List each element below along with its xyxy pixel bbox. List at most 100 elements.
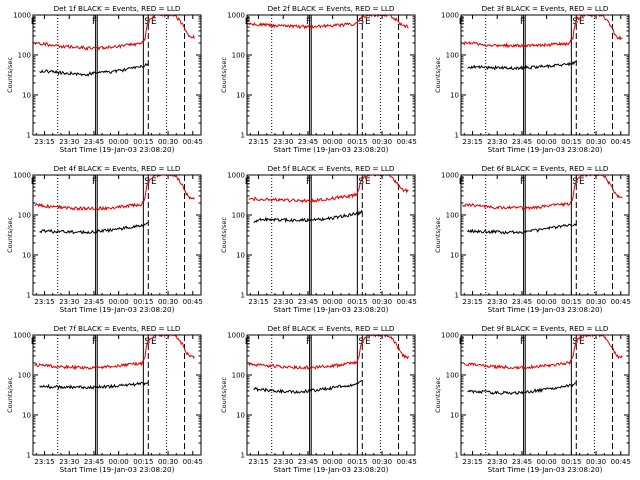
plot-frame — [460, 14, 630, 136]
plot-frame — [246, 334, 416, 456]
panel-title: Det 9f BLACK = Events, RED = LLD — [482, 324, 609, 333]
y-tick-label: 1 — [241, 132, 245, 140]
x-axis-label: Start Time (19-Jan-03 23:08:20) — [60, 305, 175, 314]
x-tick-label: 00:15 — [561, 298, 581, 306]
flag-label: E — [365, 177, 371, 187]
lld-series-line — [462, 335, 623, 371]
x-axis-label: Start Time (19-Jan-03 23:08:20) — [488, 305, 603, 314]
flag-label: S — [358, 17, 364, 27]
x-tick-label: 00:30 — [158, 298, 178, 306]
x-tick-label: 00:45 — [611, 298, 631, 306]
flag-label: S — [358, 177, 364, 187]
x-tick-label: 23:30 — [273, 138, 293, 146]
x-tick-label: 23:15 — [248, 138, 268, 146]
panel-title: Det 5f BLACK = Events, RED = LLD — [268, 164, 395, 173]
flag-label: F — [92, 17, 97, 27]
flag-label: S — [572, 177, 578, 187]
flag-label: F — [306, 337, 311, 347]
flag-label: F — [306, 17, 311, 27]
x-tick-label: 00:00 — [323, 298, 343, 306]
flag-label: E — [151, 177, 157, 187]
x-tick-label: 23:30 — [273, 458, 293, 466]
x-tick-label: 00:30 — [372, 298, 392, 306]
x-tick-label: 00:45 — [183, 138, 203, 146]
panel-title: Det 1f BLACK = Events, RED = LLD — [54, 4, 181, 13]
x-tick-label: 23:30 — [59, 458, 79, 466]
detector-panel: Det 5f BLACK = Events, RED = LLD Counts/s… — [220, 164, 417, 314]
x-tick-label: 23:45 — [512, 458, 532, 466]
events-series-line — [39, 381, 149, 390]
x-tick-label: 00:45 — [183, 458, 203, 466]
x-tick-label: 00:45 — [397, 458, 417, 466]
y-axis-label: Counts/sec — [6, 57, 14, 93]
plot-frame — [460, 334, 630, 456]
x-tick-label: 23:15 — [34, 298, 54, 306]
x-tick-label: 23:30 — [487, 138, 507, 146]
x-axis-label: Start Time (19-Jan-03 23:08:20) — [60, 465, 175, 474]
detector-panel: Det 1f BLACK = Events, RED = LLD Counts/s… — [6, 4, 203, 154]
y-tick-label: 10 — [450, 252, 459, 260]
lld-series-line — [34, 175, 195, 211]
y-tick-label: 10 — [450, 92, 459, 100]
x-tick-label: 23:45 — [84, 138, 104, 146]
y-tick-label: 100 — [446, 372, 459, 380]
x-tick-label: 00:30 — [372, 138, 392, 146]
x-tick-label: 23:15 — [248, 458, 268, 466]
events-series-line — [467, 60, 577, 71]
events-series-line — [467, 223, 577, 235]
x-tick-label: 23:15 — [462, 138, 482, 146]
flag-label: F — [306, 177, 311, 187]
flag-label: E — [245, 337, 251, 347]
plot-frame — [246, 14, 416, 136]
flag-label: E — [31, 17, 37, 27]
y-tick-label: 1000 — [227, 172, 245, 180]
y-tick-label: 1 — [27, 452, 31, 460]
x-tick-label: 00:15 — [347, 138, 367, 146]
y-tick-label: 1000 — [227, 332, 245, 340]
flag-label: E — [245, 177, 251, 187]
events-series-line — [467, 381, 577, 395]
y-tick-label: 1 — [455, 292, 459, 300]
x-tick-label: 00:30 — [586, 458, 606, 466]
flag-label: E — [459, 17, 465, 27]
y-tick-label: 10 — [22, 92, 31, 100]
x-tick-label: 00:00 — [537, 458, 557, 466]
plot-frame — [32, 334, 202, 456]
panel-title: Det 6f BLACK = Events, RED = LLD — [482, 164, 609, 173]
x-tick-label: 00:30 — [158, 138, 178, 146]
lld-series-line — [248, 15, 409, 30]
flag-label: S — [358, 337, 364, 347]
y-tick-label: 100 — [18, 212, 31, 220]
x-tick-label: 23:15 — [34, 458, 54, 466]
x-tick-label: 23:45 — [84, 458, 104, 466]
x-tick-label: 23:15 — [462, 298, 482, 306]
flag-label: E — [31, 337, 37, 347]
y-tick-label: 10 — [236, 412, 245, 420]
y-tick-label: 100 — [18, 52, 31, 60]
y-axis-label: Counts/sec — [6, 217, 14, 253]
y-tick-label: 1 — [27, 132, 31, 140]
lld-series-line — [248, 175, 409, 204]
y-tick-label: 100 — [232, 372, 245, 380]
x-axis-label: Start Time (19-Jan-03 23:08:20) — [60, 145, 175, 154]
detector-panel: Det 8f BLACK = Events, RED = LLD Counts/s… — [220, 324, 417, 474]
x-tick-label: 00:00 — [323, 138, 343, 146]
y-axis-label: Counts/sec — [434, 57, 442, 93]
flag-label: E — [459, 177, 465, 187]
detector-panel: Det 7f BLACK = Events, RED = LLD Counts/s… — [6, 324, 203, 474]
y-tick-label: 10 — [236, 252, 245, 260]
y-tick-label: 100 — [232, 212, 245, 220]
y-axis-label: Counts/sec — [220, 377, 228, 413]
lld-series-line — [462, 15, 623, 49]
flag-label: E — [151, 17, 157, 27]
flag-label: E — [579, 337, 585, 347]
lld-series-line — [34, 335, 195, 371]
x-tick-label: 23:15 — [34, 138, 54, 146]
x-tick-label: 23:30 — [59, 138, 79, 146]
x-tick-label: 00:30 — [372, 458, 392, 466]
x-tick-label: 23:15 — [248, 298, 268, 306]
x-tick-label: 00:45 — [611, 458, 631, 466]
y-tick-label: 10 — [236, 92, 245, 100]
detector-panel: Det 3f BLACK = Events, RED = LLD Counts/s… — [434, 4, 631, 154]
x-tick-label: 00:00 — [109, 298, 129, 306]
